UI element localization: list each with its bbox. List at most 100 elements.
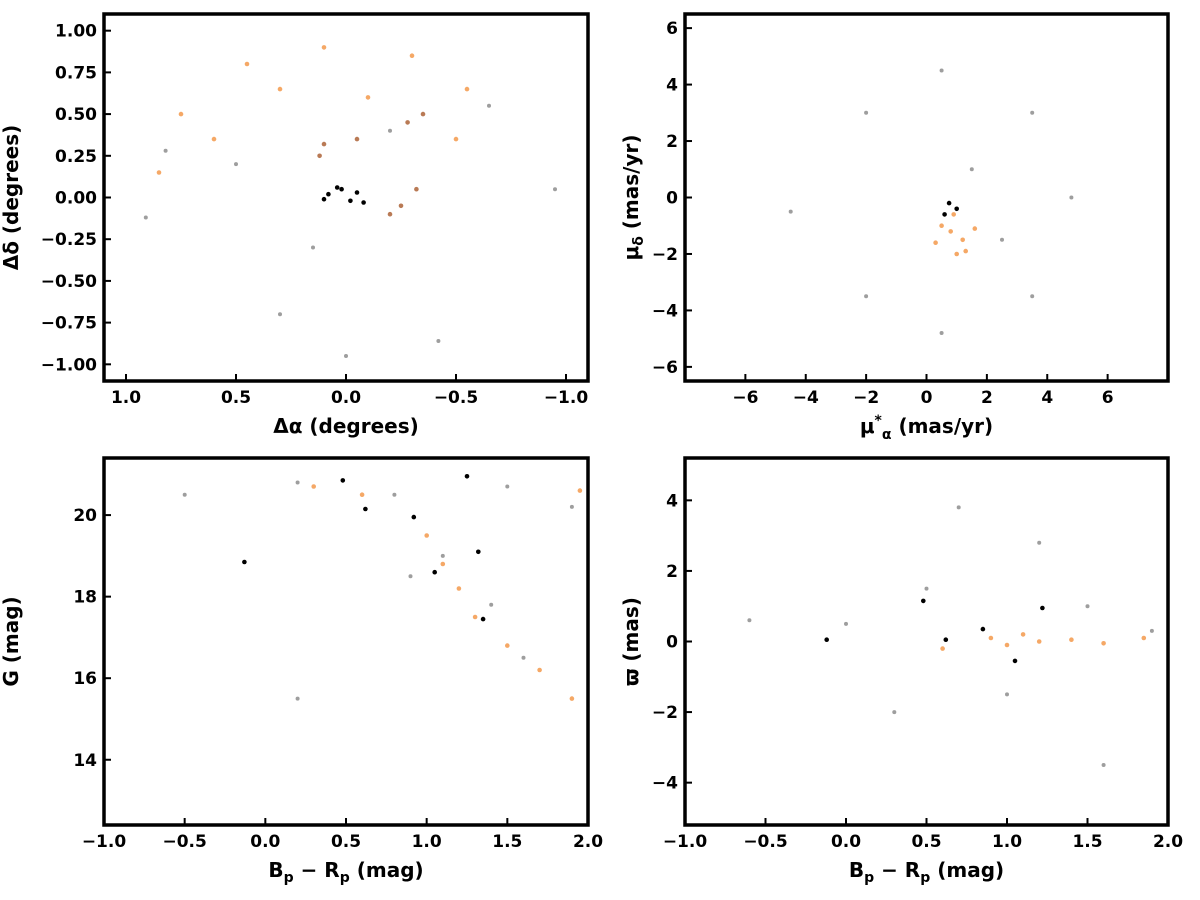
sky-position-series-field	[143, 103, 557, 358]
proper-motion-x-axis-label: μ*α (mas/yr)	[860, 413, 993, 443]
proper-motion-point	[969, 167, 974, 172]
sky-position-x-tick-label: 0.5	[221, 388, 251, 408]
sky-position-point	[409, 53, 415, 58]
proper-motion-panel: −6 −4 −2 0 2 4 6 6 4 2 0 −2 −4 −6 μ*α (mas/yr) μδ (mas/…	[619, 12, 1170, 443]
sky-position-frame	[102, 12, 590, 383]
cmd-x-axis-label: Bp − Rp (mag)	[268, 858, 423, 886]
proper-motion-point	[1069, 195, 1074, 200]
sky-position-point	[436, 339, 441, 343]
cmd-y-tick-label: 20	[73, 506, 97, 526]
parallax-frame	[683, 456, 1170, 827]
sky-position-y-tick-label: −1.00	[41, 355, 97, 375]
proper-motion-x-tick-label: −6	[732, 388, 758, 408]
sky-position-x-axis-label: Δα (degrees)	[273, 414, 419, 438]
sky-position-point	[354, 190, 360, 195]
proper-motion-y-tick-label: 6	[666, 19, 678, 39]
sky-position-point	[398, 203, 404, 209]
sky-position-point	[405, 120, 410, 125]
cmd-frame	[102, 456, 590, 827]
cmd-point	[424, 533, 430, 538]
parallax-x-tick-label: 0.0	[831, 832, 861, 852]
proper-motion-point	[939, 223, 944, 228]
cmd-point	[537, 667, 542, 673]
cmd-x-tick-label: 1.0	[412, 832, 442, 852]
sky-position-point	[387, 211, 393, 217]
sky-position-point	[354, 136, 360, 142]
parallax-point	[921, 598, 926, 604]
parallax-y-tick-label: 2	[666, 562, 678, 582]
sky-position-x-tick-label: 1.0	[111, 388, 141, 408]
sky-position-point	[277, 86, 283, 92]
cmd-x-tick-label: 0.5	[331, 832, 361, 852]
cmd-point	[569, 504, 574, 509]
parallax-y-tick-label: −4	[652, 774, 678, 794]
cmd-series-members	[242, 474, 486, 622]
proper-motion-y-tick-label: 4	[666, 76, 678, 96]
cmd-point	[480, 616, 486, 622]
cmd-y-tick-label: 18	[73, 588, 97, 608]
parallax-point	[844, 621, 848, 626]
sky-position-point	[321, 141, 327, 147]
proper-motion-x-tick-label: 0	[921, 388, 933, 408]
proper-motion-x-tick-label: −4	[793, 388, 819, 408]
cmd-point	[440, 553, 445, 558]
parallax-point	[1040, 605, 1045, 611]
cmd-point	[295, 480, 300, 485]
parallax-point	[1005, 692, 1009, 697]
proper-motion-point	[788, 209, 793, 214]
proper-motion-point	[963, 248, 968, 254]
sky-position-point	[211, 136, 217, 142]
cmd-panel: −1.0 −0.5 0.0 0.5 1.0 1.5 2.0 20 18 16 14 Bp − Rp (…	[0, 456, 603, 886]
proper-motion-y-tick-label: −6	[652, 358, 678, 378]
proper-motion-y-tick-label: −4	[652, 301, 678, 321]
cmd-point	[505, 643, 510, 648]
sky-position-point	[365, 95, 371, 100]
cmd-point	[242, 559, 247, 565]
sky-position-point	[361, 200, 366, 205]
sky-position-point	[143, 215, 148, 220]
cmd-point	[440, 561, 446, 567]
parallax-point	[1101, 641, 1106, 646]
parallax-point	[1036, 639, 1042, 644]
proper-motion-point	[1030, 110, 1035, 115]
sky-position-panel: 1.0 0.5 0.0 −0.5 −1.0 1.00 0.75 0.50 0.25 0.00 −0.…	[0, 12, 590, 438]
sky-position-point	[321, 45, 327, 50]
proper-motion-point	[933, 240, 938, 245]
sky-position-point	[453, 136, 459, 142]
parallax-point	[988, 635, 994, 641]
proper-motion-y-axis-label: μδ (mas/yr)	[619, 134, 647, 260]
cmd-point	[505, 484, 510, 489]
proper-motion-y-tick-label: 0	[666, 189, 678, 209]
sky-position-point	[414, 186, 419, 192]
proper-motion-point	[864, 294, 869, 299]
parallax-y-tick-label: 4	[666, 491, 678, 511]
sky-position-y-tick-label: −0.25	[41, 230, 97, 250]
sky-position-y-tick-label: 0.00	[55, 189, 97, 209]
proper-motion-y-tick-label: −2	[652, 245, 678, 265]
parallax-series-field	[747, 505, 1154, 767]
sky-position-point	[321, 196, 327, 202]
cmd-point	[569, 696, 575, 701]
cmd-point	[295, 696, 300, 701]
proper-motion-x-tick-label: −2	[853, 388, 879, 408]
parallax-point	[1085, 604, 1090, 609]
proper-motion-y-tick-label: 2	[666, 132, 678, 152]
parallax-point	[1012, 658, 1018, 664]
sky-position-point	[244, 61, 250, 67]
proper-motion-point	[939, 331, 944, 335]
proper-motion-x-tick-label: 2	[981, 388, 993, 408]
cmd-point	[340, 478, 346, 483]
sky-position-y-tick-label: −0.50	[41, 272, 97, 292]
cmd-point	[392, 492, 397, 497]
parallax-point	[943, 637, 949, 642]
sky-position-x-tick-label: −0.5	[434, 388, 478, 408]
sky-position-y-tick-label: 0.75	[55, 63, 97, 83]
parallax-panel: −1.0 −0.5 0.0 0.5 1.0 1.5 2.0 4 2 0 −2 −4 Bp − Rp (m…	[619, 456, 1183, 886]
sky-position-point	[553, 187, 557, 192]
parallax-point	[1141, 635, 1147, 641]
proper-motion-series-field	[788, 68, 1074, 335]
sky-position-point	[317, 153, 322, 159]
parallax-x-tick-label: −0.5	[743, 832, 787, 852]
parallax-points	[747, 505, 1154, 767]
